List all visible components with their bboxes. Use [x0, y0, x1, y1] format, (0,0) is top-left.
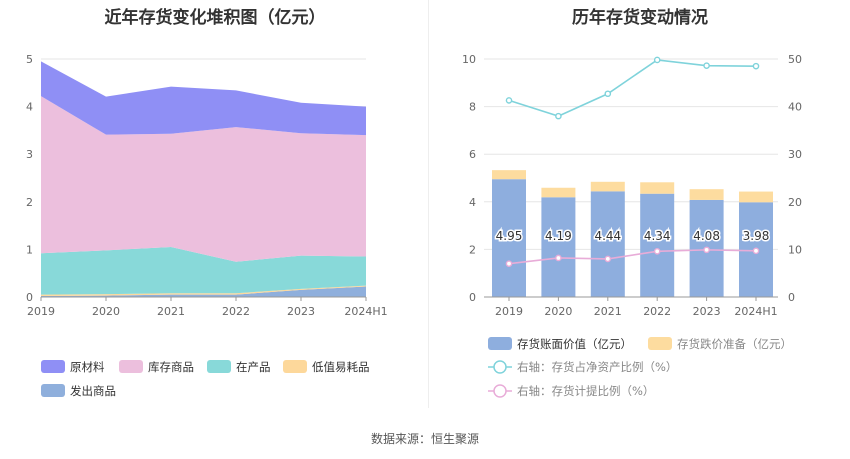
legend-marker [493, 360, 507, 374]
provision-rate-point [604, 255, 612, 263]
bar-book-value [541, 197, 576, 297]
y2-tick-label: 40 [788, 101, 802, 114]
legend-swatch [41, 384, 65, 397]
legend-swatch [283, 360, 307, 373]
y2-tick-label: 20 [788, 196, 802, 209]
ratio-point [555, 112, 562, 120]
bar-data-label: 4.44 [594, 229, 621, 243]
ratio-line [508, 59, 757, 117]
y-tick-label: 4 [26, 101, 33, 114]
y-tick-label: 2 [469, 243, 476, 256]
bar-provision [541, 187, 576, 198]
legend-label-在产品: 在产品 [236, 360, 271, 374]
x-tick-label: 2024H1 [344, 305, 387, 318]
x-tick-label: 2020 [92, 305, 120, 318]
y-tick-label: 3 [26, 148, 33, 161]
y-tick-label: 4 [469, 196, 476, 209]
x-tick-label: 2021 [157, 305, 185, 318]
area-库存商品 [41, 96, 366, 262]
bar-provision [590, 181, 625, 192]
ratio-point [752, 62, 760, 70]
area-在产品 [41, 247, 366, 295]
legend-label-库存商品: 库存商品 [148, 360, 194, 374]
left-chart-title: 近年存货变化堆积图（亿元） [104, 8, 326, 28]
y2-tick-label: 10 [788, 243, 802, 256]
y-tick-label: 2 [26, 196, 33, 209]
bar-data-label: 3.98 [743, 229, 770, 243]
bar-book-value [640, 193, 675, 297]
legend-label-book-value: 存货账面价值（亿元） [517, 337, 632, 351]
area-原材料 [41, 61, 366, 136]
right-chart-title: 历年存货变动情况 [572, 8, 708, 28]
bar-book-value [492, 179, 526, 297]
provision-rate-point [653, 248, 661, 255]
x-tick-label: 2022 [643, 305, 671, 318]
bar-line-chart: 0 2 4 6 8 10 0 10 20 30 40 50 2019 2020 2021 2022 2023 20… [462, 53, 802, 398]
area-低值易耗品 [41, 285, 366, 297]
x-tick-label: 2019 [27, 305, 55, 318]
legend-swatch [207, 360, 231, 373]
y-tick-label: 6 [469, 148, 476, 161]
legend-marker [493, 384, 507, 398]
ratio-point [604, 90, 612, 98]
x-tick-label: 2022 [222, 305, 250, 318]
legend-swatch [648, 337, 672, 350]
bar-data-label: 4.95 [496, 229, 523, 243]
y-tick-label: 10 [462, 53, 476, 66]
provision-rate-point [555, 254, 562, 262]
ratio-point [505, 97, 513, 104]
stacked-area-chart: 0 1 2 3 4 5 2019 2020 2021 2022 2023 2024H1 原材料 库存商品 在… [26, 53, 388, 398]
bar-book-value [590, 191, 625, 297]
legend-label-原材料: 原材料 [70, 360, 105, 374]
legend-label-发出商品: 发出商品 [70, 384, 116, 398]
y-tick-label: 8 [469, 101, 476, 114]
provision-rate-point [703, 246, 710, 254]
provision-rate-line [508, 249, 757, 265]
legend-swatch [119, 360, 143, 373]
x-tick-label: 2021 [594, 305, 622, 318]
legend-label-provision: 存货跌价准备（亿元） [677, 337, 792, 351]
x-tick-label: 2023 [287, 305, 315, 318]
bar-provision [640, 182, 675, 194]
y2-tick-label: 50 [788, 53, 802, 66]
bar-provision [492, 170, 526, 180]
legend-label-provision-rate: 右轴：存货计提比例（%） [517, 384, 654, 398]
y-tick-label: 0 [469, 291, 476, 304]
bar-data-label: 4.08 [693, 229, 720, 243]
y-tick-label: 0 [26, 291, 33, 304]
x-tick-label: 2019 [495, 305, 523, 318]
bar-provision [739, 191, 773, 203]
chart-divider [428, 0, 429, 408]
legend-swatch [41, 360, 65, 373]
legend-swatch [488, 337, 512, 350]
x-tick-label: 2023 [693, 305, 721, 318]
bar-data-label: 4.34 [644, 229, 671, 243]
bar-provision [689, 189, 724, 200]
y2-tick-label: 0 [788, 291, 795, 304]
ratio-point [653, 56, 661, 64]
provision-rate-point [505, 260, 513, 267]
y-tick-label: 1 [26, 243, 33, 256]
x-tick-label: 2020 [544, 305, 572, 318]
data-source: 数据来源：恒生聚源 [370, 432, 479, 446]
legend-label-ratio: 右轴：存货占净资产比例（%） [517, 360, 677, 374]
y2-tick-label: 30 [788, 148, 802, 161]
bar-data-label: 4.19 [545, 229, 572, 243]
provision-rate-point [752, 247, 760, 255]
y-tick-label: 5 [26, 53, 33, 66]
legend-label-低值易耗品: 低值易耗品 [312, 360, 370, 374]
area-发出商品 [41, 286, 366, 297]
ratio-point [703, 62, 710, 69]
x-tick-label: 2024H1 [734, 305, 777, 318]
